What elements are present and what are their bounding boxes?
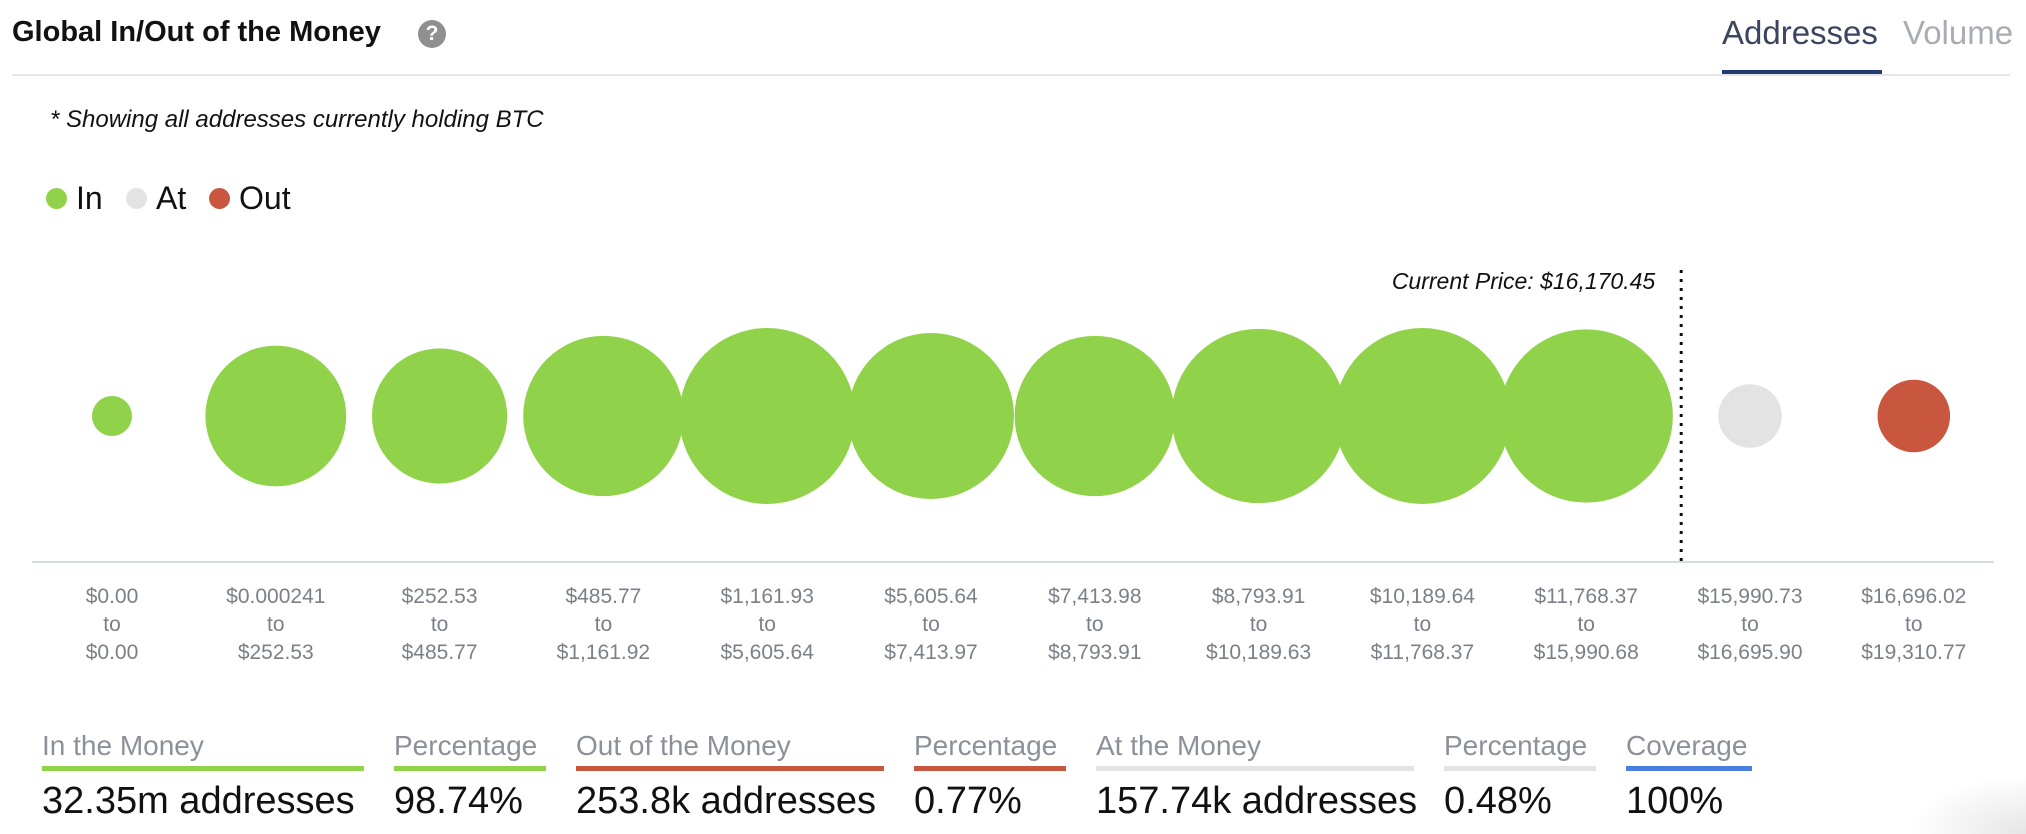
stat-label: Percentage xyxy=(1444,730,1588,761)
x-tick-label: to xyxy=(431,613,449,636)
x-tick-label: to xyxy=(758,613,776,636)
x-tick-label: to xyxy=(595,613,613,636)
x-tick-label: to xyxy=(1250,613,1268,636)
x-tick-label: $5,605.64 xyxy=(720,641,814,664)
x-tick-label: $8,793.91 xyxy=(1048,641,1141,664)
legend-label-out: Out xyxy=(239,180,291,216)
legend-label-at: At xyxy=(156,180,187,216)
current-price-label: Current Price: $16,170.45 xyxy=(1392,268,1656,294)
x-tick-label: to xyxy=(1414,613,1432,636)
x-tick-label: to xyxy=(1741,613,1759,636)
x-tick-label: $1,161.92 xyxy=(557,641,650,664)
x-tick-label: $15,990.68 xyxy=(1534,641,1639,664)
question-circle-icon[interactable]: ? xyxy=(418,20,446,48)
stat-bar-at-pct xyxy=(1444,766,1596,771)
bubble-at[interactable] xyxy=(1718,384,1782,448)
bubble-in[interactable] xyxy=(205,345,347,487)
bubble-in[interactable] xyxy=(1014,335,1175,497)
x-tick-label: $1,161.93 xyxy=(720,585,813,608)
stat-label: Percentage xyxy=(914,730,1058,761)
x-tick-label: $10,189.64 xyxy=(1370,585,1475,608)
bubble-chart: $0.00 to $0.00 $0.000241 to $252.53 $252.53 to $… xyxy=(32,268,1994,664)
bubble-in[interactable] xyxy=(847,332,1015,500)
header-divider xyxy=(12,74,2010,76)
legend-label-in: In xyxy=(76,180,103,216)
x-tick-label: to xyxy=(922,613,940,636)
bubble-in[interactable] xyxy=(1171,328,1346,504)
x-tick-label: to xyxy=(1905,613,1923,636)
summary-stats: In the Money 32.35m addresses Percentage… xyxy=(0,730,2026,834)
bubble-in[interactable] xyxy=(1499,329,1673,503)
stat-bar-out-pct xyxy=(914,766,1066,771)
x-tick-label: to xyxy=(267,613,285,636)
x-tick-label: $16,695.90 xyxy=(1697,641,1802,664)
x-tick-label: $7,413.98 xyxy=(1048,585,1141,608)
x-tick-label: $7,413.97 xyxy=(884,641,977,664)
stat-label: At the Money xyxy=(1096,730,1261,761)
stat-value: 0.48% xyxy=(1444,780,1552,822)
holding-note: * Showing all addresses currently holdin… xyxy=(50,106,544,133)
x-tick-label: $11,768.37 xyxy=(1371,641,1475,664)
x-tick-label: $16,696.02 xyxy=(1861,585,1966,608)
legend-dot-out xyxy=(209,188,230,209)
bubble-in[interactable] xyxy=(1334,328,1511,504)
x-tick-label: $0.00 xyxy=(86,585,139,608)
x-tick-label: $19,310.77 xyxy=(1861,641,1966,664)
stat-value: 100% xyxy=(1626,780,1724,822)
x-tick-label: to xyxy=(1086,613,1104,636)
tab-volume[interactable]: Volume xyxy=(1903,14,2014,51)
stat-bar-out xyxy=(576,766,884,771)
stat-label: Out of the Money xyxy=(576,730,791,761)
x-tick-label: $485.77 xyxy=(402,641,478,664)
legend-dot-at xyxy=(126,188,147,209)
header: Global In/Out of the Money ? Addresses V… xyxy=(0,0,2026,76)
x-tick-label: $252.53 xyxy=(402,585,478,608)
stat-bar-at xyxy=(1096,766,1414,771)
page-title: Global In/Out of the Money xyxy=(12,16,381,48)
x-tick-label: $0.00 xyxy=(86,641,139,664)
x-tick-label: $252.53 xyxy=(238,641,314,664)
x-tick-label: $0.000241 xyxy=(226,585,325,608)
tab-addresses[interactable]: Addresses xyxy=(1722,14,1878,51)
stat-value: 98.74% xyxy=(394,780,523,822)
x-tick-label: to xyxy=(1577,613,1595,636)
legend-dot-in xyxy=(46,188,67,209)
stat-bar-in xyxy=(42,766,364,771)
bubble-in[interactable] xyxy=(372,348,508,484)
x-tick-label: $15,990.73 xyxy=(1697,585,1802,608)
stat-label: Coverage xyxy=(1626,730,1748,761)
bubble-in[interactable] xyxy=(523,335,684,497)
stat-value: 253.8k addresses xyxy=(576,780,876,822)
stat-bar-in-pct xyxy=(394,766,546,771)
stat-label: In the Money xyxy=(42,730,204,761)
x-tick-label: $485.77 xyxy=(565,585,641,608)
stat-value: 157.74k addresses xyxy=(1096,780,1418,822)
active-tab-indicator xyxy=(1722,70,1882,74)
bubble-in[interactable] xyxy=(679,328,856,504)
bubble-out[interactable] xyxy=(1877,379,1951,453)
stat-value: 0.77% xyxy=(914,780,1022,822)
corner-shadow xyxy=(1906,774,2026,834)
x-tick-label: $5,605.64 xyxy=(884,585,978,608)
x-tick-label: $8,793.91 xyxy=(1212,585,1305,608)
stat-label: Percentage xyxy=(394,730,538,761)
stat-value: 32.35m addresses xyxy=(42,780,355,822)
x-tick-label: $10,189.63 xyxy=(1206,641,1311,664)
x-tick-label: $11,768.37 xyxy=(1534,585,1638,608)
stat-bar-coverage xyxy=(1626,766,1752,771)
x-tick-label: to xyxy=(103,613,121,636)
bubble-in[interactable] xyxy=(92,396,132,436)
